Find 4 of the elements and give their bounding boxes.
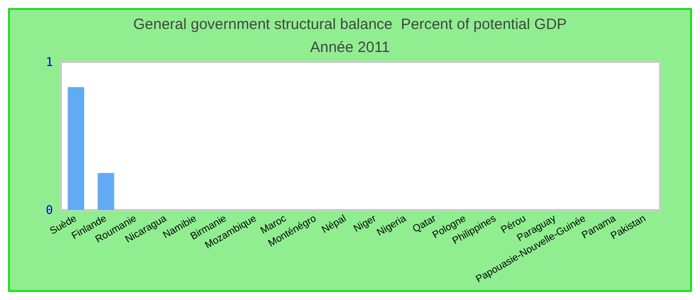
- chart-subtitle: Année 2011: [310, 39, 390, 56]
- chart-title: General government structural balance Percent of potential GDP: [133, 16, 567, 33]
- y-tick-label: 1: [46, 55, 53, 69]
- y-tick-label: 0: [46, 203, 53, 217]
